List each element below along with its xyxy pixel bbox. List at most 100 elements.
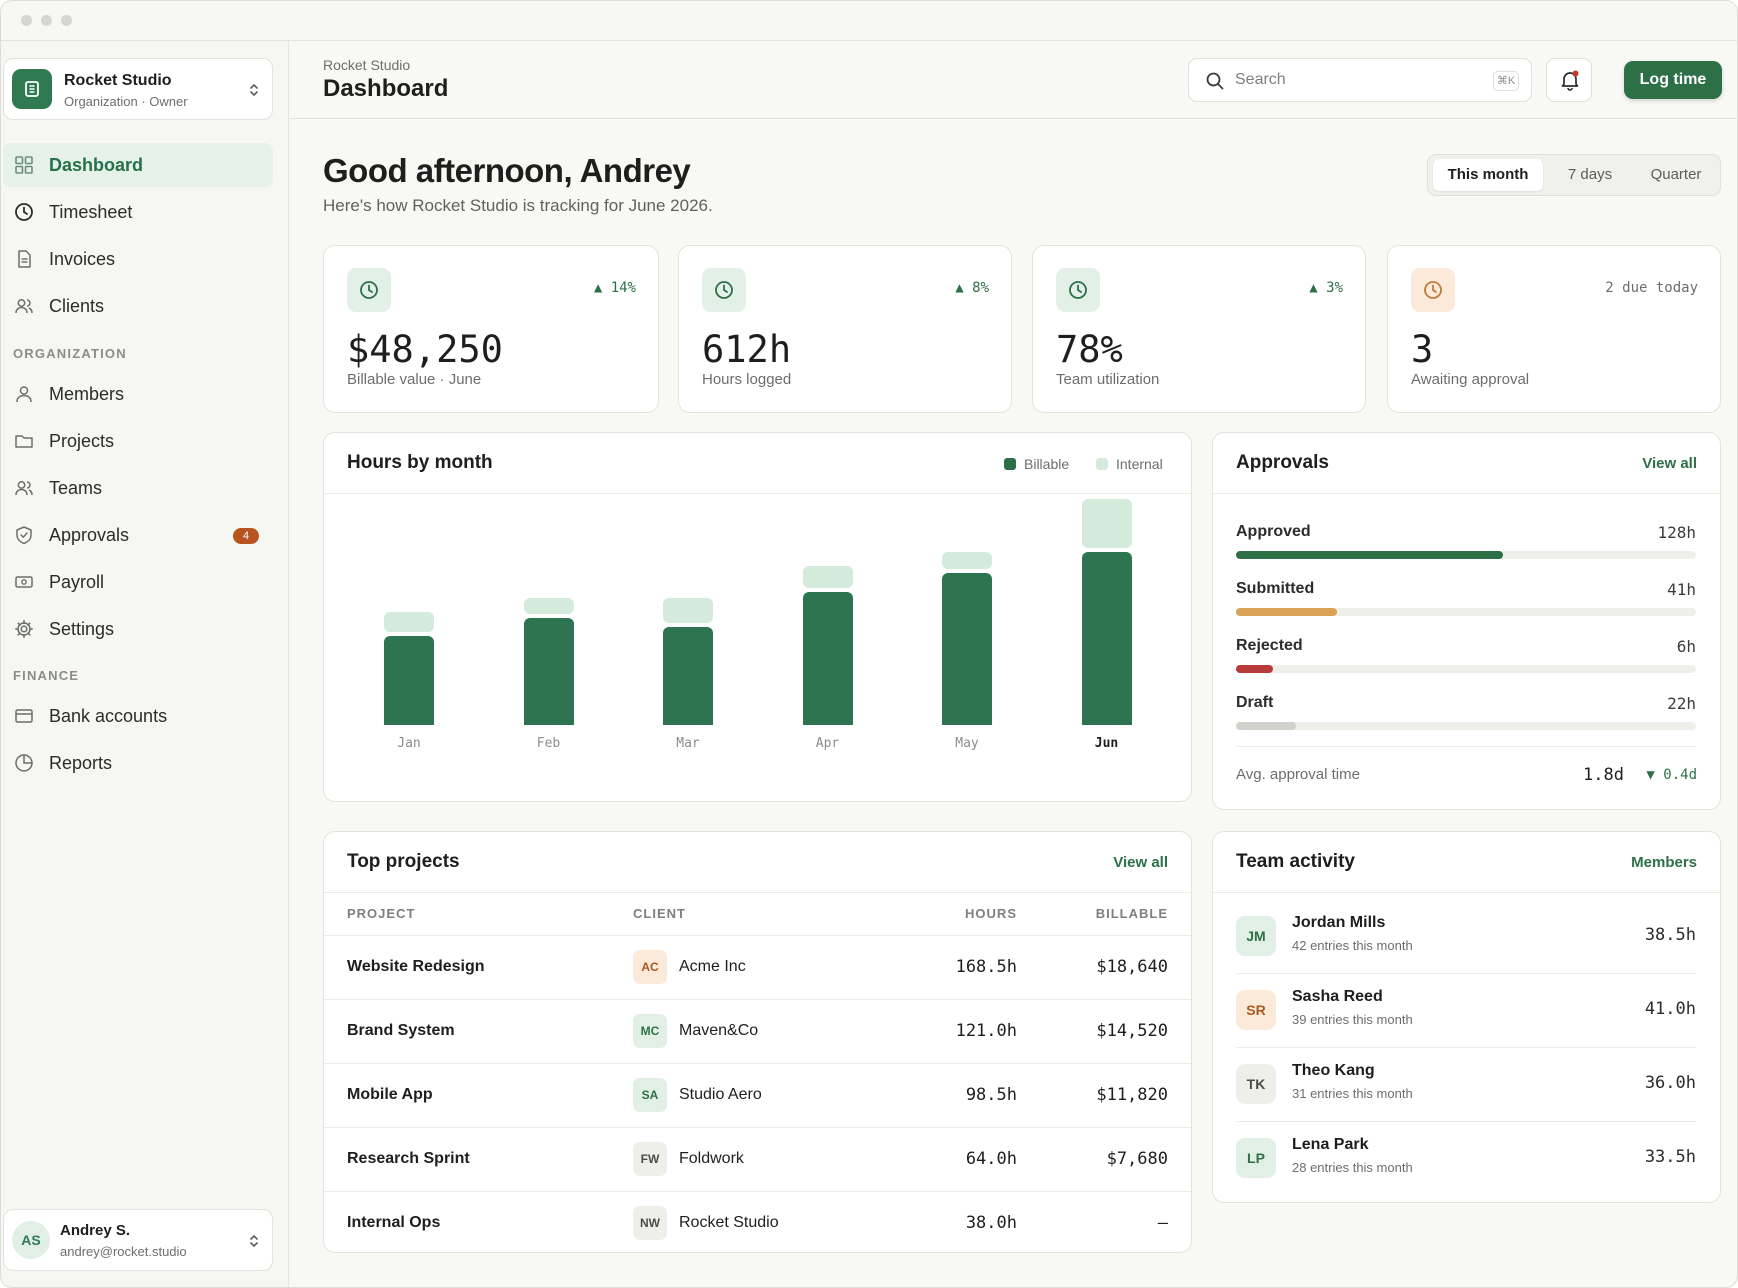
client-avatar: MC xyxy=(633,1014,667,1048)
table-row[interactable]: Brand System MC Maven&Co 121.0h $14,520 xyxy=(324,999,1191,1064)
client-avatar: NW xyxy=(633,1206,667,1241)
member-name: Jordan Mills xyxy=(1292,914,1386,931)
sidebar-item-clients[interactable]: Clients xyxy=(3,284,273,328)
log-time-button[interactable]: Log time xyxy=(1624,61,1722,99)
members-link[interactable]: Members xyxy=(1631,854,1697,871)
window-close-dot[interactable] xyxy=(21,15,32,26)
sidebar-item-payroll[interactable]: Payroll xyxy=(3,560,273,604)
search-shortcut: ⌘K xyxy=(1493,71,1519,91)
legend-swatch-billable xyxy=(1004,458,1016,470)
table-row[interactable]: Internal Ops NW Rocket Studio 38.0h – xyxy=(324,1191,1191,1255)
bar-billable-apr[interactable] xyxy=(802,591,853,725)
project-name: Brand System xyxy=(324,999,610,1064)
table-row[interactable]: Research Sprint FW Foldwork 64.0h $7,680 xyxy=(324,1127,1191,1192)
list-item[interactable]: LP Lena Park 28 entries this month 33.5h xyxy=(1236,1122,1696,1196)
gear-icon xyxy=(15,620,33,638)
user-menu[interactable]: AS Andrey S. andrey@rocket.studio xyxy=(3,1209,273,1271)
grid-icon xyxy=(15,156,33,174)
sidebar-item-dashboard[interactable]: Dashboard xyxy=(3,143,273,187)
legend-swatch-internal xyxy=(1096,458,1108,470)
range-quarter[interactable]: Quarter xyxy=(1650,166,1702,183)
client-cell: NW Rocket Studio xyxy=(610,1191,880,1255)
legend-internal: Internal xyxy=(1116,456,1163,472)
bar-billable-may[interactable] xyxy=(942,573,992,725)
table-row[interactable]: Website Redesign AC Acme Inc 168.5h $18,640 xyxy=(324,935,1191,1000)
member-name: Lena Park xyxy=(1292,1136,1369,1153)
bar-billable-jun[interactable] xyxy=(1081,551,1132,725)
document-icon xyxy=(18,250,31,268)
bar-internal-jun[interactable] xyxy=(1081,498,1132,548)
range-7-days[interactable]: 7 days xyxy=(1567,166,1613,183)
kpi-card-utilization: ▲ 3% 78% Team utilization xyxy=(1032,245,1366,413)
kpi-label: Awaiting approval xyxy=(1411,371,1530,388)
window-minimize-dot[interactable] xyxy=(41,15,52,26)
approval-row-rejected[interactable]: Rejected 6h xyxy=(1236,637,1696,687)
sidebar-item-members[interactable]: Members xyxy=(3,372,273,416)
list-item[interactable]: SR Sasha Reed 39 entries this month 41.0h xyxy=(1236,974,1696,1048)
sidebar-item-teams[interactable]: Teams xyxy=(3,466,273,510)
kpi-card-billable: ▲ 14% $48,250 Billable value · June xyxy=(323,245,659,413)
x-tick-label: Feb xyxy=(536,736,561,751)
projects-view-all-link[interactable]: View all xyxy=(1113,854,1168,871)
avg-approval-label: Avg. approval time xyxy=(1236,766,1360,783)
column-header[interactable]: BILLABLE xyxy=(1040,893,1191,936)
bar-billable-mar[interactable] xyxy=(663,626,713,725)
sidebar-item-label: Projects xyxy=(49,430,115,451)
window-zoom-dot[interactable] xyxy=(61,15,72,26)
bar-internal-feb[interactable] xyxy=(523,598,574,614)
notifications-button[interactable] xyxy=(1546,58,1592,102)
member-hours: 41.0h xyxy=(1644,999,1696,1019)
search-placeholder: Search xyxy=(1235,71,1286,88)
bar-billable-feb[interactable] xyxy=(523,617,574,725)
approval-row-approved[interactable]: Approved 128h xyxy=(1236,523,1696,573)
building-icon xyxy=(12,69,52,109)
x-tick-label: May xyxy=(955,736,979,751)
sidebar-item-approvals[interactable]: Approvals 4 xyxy=(3,513,273,557)
bar-internal-may[interactable] xyxy=(942,552,992,570)
approvals-view-all-link[interactable]: View all xyxy=(1642,455,1697,472)
sidebar-item-label: Bank accounts xyxy=(49,705,168,726)
range-this-month[interactable]: This month xyxy=(1433,159,1543,191)
list-item[interactable]: TK Theo Kang 31 entries this month 36.0h xyxy=(1236,1048,1696,1122)
search-input[interactable]: Search ⌘K xyxy=(1188,58,1532,102)
bar-internal-jan[interactable] xyxy=(384,612,434,633)
bar-internal-apr[interactable] xyxy=(802,566,853,588)
progress-fill xyxy=(1236,665,1273,673)
card-header: Top projects View all xyxy=(324,832,1191,893)
sidebar-item-label: Clients xyxy=(49,295,105,316)
column-header[interactable]: CLIENT xyxy=(610,893,880,936)
sidebar-item-timesheet[interactable]: Timesheet xyxy=(3,190,273,234)
approval-value: 6h xyxy=(1676,637,1696,656)
kpi-delta: ▲ 3% xyxy=(1309,280,1343,296)
sidebar-item-settings[interactable]: Settings xyxy=(3,607,273,651)
list-item[interactable]: JM Jordan Mills 42 entries this month 38.5h xyxy=(1236,900,1696,974)
column-header[interactable]: PROJECT xyxy=(324,893,610,936)
sidebar-item-reports[interactable]: Reports xyxy=(3,741,273,785)
approval-row-draft[interactable]: Draft 22h xyxy=(1236,694,1696,744)
users-icon xyxy=(15,481,33,496)
user-name: Andrey S. xyxy=(60,1222,131,1239)
page-title: Dashboard xyxy=(323,75,449,102)
bar-billable-jan[interactable] xyxy=(384,636,434,725)
sidebar-item-bank-accounts[interactable]: Bank accounts xyxy=(3,694,273,738)
org-name: Rocket Studio xyxy=(64,72,172,89)
bar-column xyxy=(384,495,434,726)
avg-approval-value: 1.8d xyxy=(1583,765,1624,785)
card-title: Team activity xyxy=(1236,851,1355,872)
client-cell: AC Acme Inc xyxy=(610,935,880,1000)
column-header[interactable]: HOURS xyxy=(880,893,1040,936)
table-row[interactable]: Mobile App SA Studio Aero 98.5h $11,820 xyxy=(324,1063,1191,1128)
sidebar-item-projects[interactable]: Projects xyxy=(3,419,273,463)
bar-internal-mar[interactable] xyxy=(663,598,713,623)
member-entries: 31 entries this month xyxy=(1292,1086,1413,1101)
member-hours: 36.0h xyxy=(1644,1073,1696,1093)
project-hours: 38.0h xyxy=(965,1213,1017,1234)
breadcrumb[interactable]: Rocket Studio xyxy=(323,57,411,73)
project-name: Mobile App xyxy=(324,1063,610,1128)
approval-row-submitted[interactable]: Submitted 41h xyxy=(1236,580,1696,630)
sidebar-item-invoices[interactable]: Invoices xyxy=(3,237,273,281)
org-switcher[interactable]: Rocket Studio Organization · Owner xyxy=(3,58,273,120)
bar-column xyxy=(942,495,992,726)
bar-column xyxy=(663,495,713,726)
client-name: Maven&Co xyxy=(679,1022,759,1039)
